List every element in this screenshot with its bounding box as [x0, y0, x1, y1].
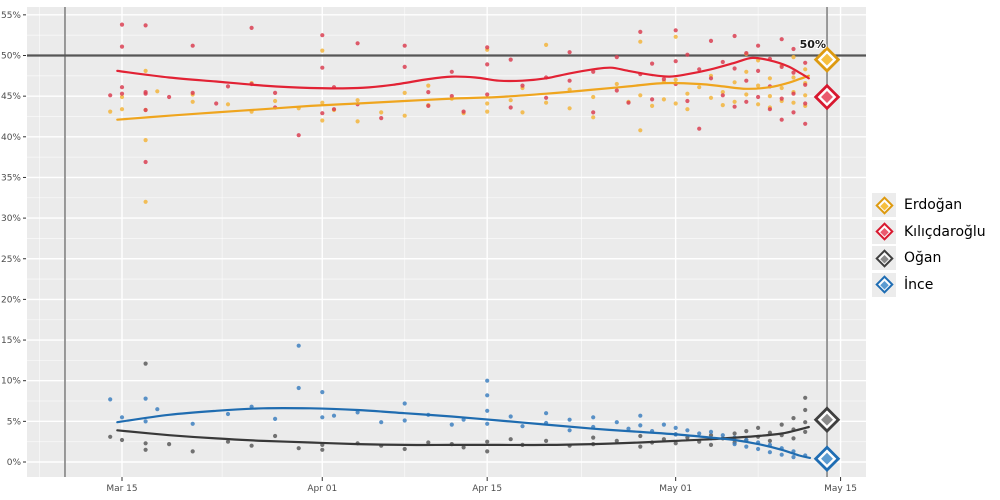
y-tick-label: 55% — [1, 11, 21, 21]
x-tick-label: Apr 15 — [472, 484, 502, 494]
series-kilicdaroglu-trend — [116, 56, 810, 90]
series-kilicdaroglu-points — [108, 22, 808, 165]
series-kilicdaroglu-result-diamond — [813, 83, 841, 111]
series-ogan-result-diamond — [813, 406, 841, 433]
legend-key — [872, 219, 896, 244]
kilicdaroglu-diamond-icon — [874, 222, 894, 241]
series-ince-points — [108, 343, 808, 460]
y-tick-label: 10% — [1, 377, 21, 387]
y-tick-label: 5% — [7, 417, 22, 427]
legend-label-ogan: Oğan — [904, 250, 942, 266]
y-tick-label: 40% — [1, 133, 21, 143]
series-ogan-trend — [116, 425, 810, 447]
y-tick-label: 15% — [1, 336, 21, 346]
y-tick-label: 45% — [1, 92, 21, 102]
legend-item-erdogan: Erdoğan — [872, 193, 986, 217]
legend-item-ince: İnce — [872, 272, 986, 297]
y-tick-label: 25% — [1, 255, 21, 265]
axis-labels: 0% 5% 10% 15% 20% 25% 30% 35% 40% 45% 50% 55% Mar 15… — [1, 11, 857, 494]
legend-item-ogan: Oğan — [872, 246, 986, 270]
y-tick-label: 50% — [1, 52, 21, 62]
legend-label-kilicdaroglu: Kılıçdaroğlu — [904, 223, 986, 240]
fifty-percent-label: 50% — [800, 38, 826, 51]
gridlines-major — [27, 7, 866, 477]
legend-key — [872, 272, 896, 297]
series-erdogan-result-diamond — [813, 46, 841, 73]
legend-item-kilicdaroglu: Kılıçdaroğlu — [872, 219, 986, 244]
y-tick-label: 30% — [1, 214, 21, 224]
legend: Erdoğan Kılıçdaroğlu Oğan İnce — [872, 193, 986, 299]
x-tick-label: May 15 — [824, 484, 857, 494]
legend-key — [872, 193, 896, 217]
legend-label-ince: İnce — [904, 276, 934, 293]
legend-label-erdogan: Erdoğan — [904, 197, 963, 213]
y-tick-label: 0% — [7, 458, 22, 468]
y-tick-label: 20% — [1, 295, 21, 305]
x-tick-label: Apr 01 — [307, 484, 337, 494]
series-erdogan-trend — [116, 74, 810, 121]
ince-diamond-icon — [874, 275, 894, 294]
erdogan-diamond-icon — [874, 195, 894, 215]
series-ince-trend — [116, 406, 812, 459]
ogan-diamond-icon — [874, 248, 894, 268]
x-tick-label: May 01 — [659, 484, 692, 494]
series-ince-result-diamond — [813, 445, 841, 472]
plot-panel — [27, 7, 866, 477]
legend-key — [872, 246, 896, 270]
y-tick-label: 35% — [1, 173, 21, 183]
x-tick-label: Mar 15 — [106, 484, 137, 494]
